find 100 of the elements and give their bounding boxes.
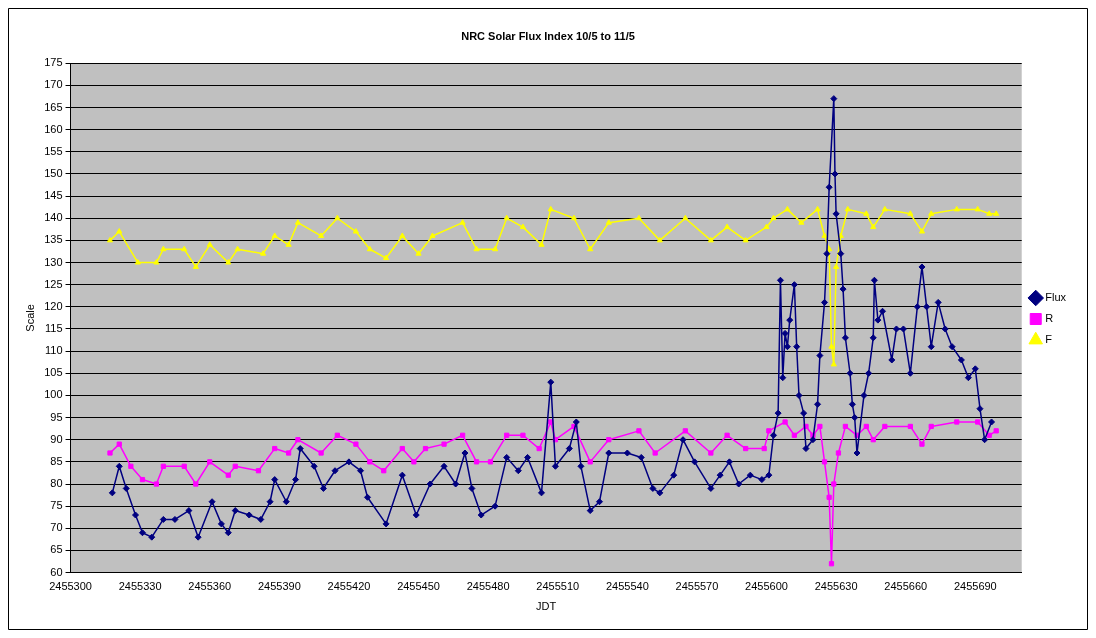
point: [459, 219, 466, 225]
x-tick-label: 2455420: [327, 580, 371, 593]
y-tick-label: 85: [50, 454, 63, 467]
point: [538, 241, 545, 247]
point: [473, 245, 480, 252]
point: [814, 205, 821, 212]
y-tick-label: 120: [44, 299, 63, 312]
point: [116, 228, 123, 234]
y-tick-label: 130: [44, 255, 63, 268]
point: [907, 210, 914, 216]
point: [928, 210, 935, 216]
point: [234, 245, 241, 252]
point: [656, 236, 663, 243]
y-tick-label: 145: [44, 189, 63, 202]
point: [821, 232, 828, 238]
x-tick-label: 2455480: [466, 580, 510, 593]
point: [918, 228, 926, 234]
legend-label: Flux: [1045, 291, 1067, 304]
chart-title: NRC Solar Flux Index 10/5 to 11/5: [461, 29, 635, 42]
point: [974, 205, 981, 212]
point: [707, 236, 714, 243]
point: [881, 205, 888, 212]
point: [160, 245, 167, 252]
point: [682, 214, 689, 221]
x-tick-label: 2455540: [605, 580, 649, 593]
point: [429, 232, 436, 238]
point: [415, 250, 422, 256]
point: [844, 205, 851, 212]
y-tick-label: 155: [44, 144, 63, 157]
y-tick-label: 125: [44, 277, 63, 290]
point: [294, 219, 301, 225]
y-tick-label: 165: [44, 100, 63, 113]
x-tick-label: 2455360: [188, 580, 232, 593]
point: [993, 210, 1000, 216]
point: [519, 223, 527, 230]
legend-label: F: [1045, 333, 1053, 346]
y-tick-label: 65: [50, 543, 63, 556]
point: [870, 223, 877, 230]
point: [863, 210, 870, 216]
point: [784, 205, 791, 212]
point: [260, 250, 267, 256]
y-tick-label: 175: [44, 56, 63, 69]
point: [352, 228, 359, 234]
x-tick-label: 2455450: [397, 580, 440, 593]
y-tick-label: 100: [44, 388, 63, 401]
y-tick-label: 140: [44, 211, 63, 224]
point: [770, 214, 777, 221]
y-tick-label: 70: [50, 521, 63, 534]
x-tick-label: 2455570: [675, 580, 719, 593]
point: [271, 232, 278, 238]
y-axis-title: Scale: [23, 304, 36, 332]
x-tick-label: 2455510: [536, 580, 580, 593]
point: [399, 232, 406, 238]
x-tick-label: 2455690: [953, 580, 997, 593]
y-tick-label: 95: [50, 410, 63, 423]
y-tick-label: 150: [44, 166, 63, 179]
point: [587, 245, 594, 252]
y-tick-label: 80: [50, 477, 63, 490]
point: [798, 219, 805, 225]
x-tick-label: 2455660: [884, 580, 928, 593]
x-tick-label: 2455630: [814, 580, 858, 593]
point: [206, 241, 213, 247]
point: [106, 236, 114, 243]
point: [181, 245, 188, 252]
y-tick-label: 160: [44, 122, 63, 135]
y-tick-label: 90: [50, 432, 63, 445]
point: [833, 263, 840, 269]
y-tick-label: 135: [44, 233, 63, 246]
y-tick-label: 105: [44, 366, 63, 379]
y-tick-label: 60: [50, 565, 63, 578]
point: [742, 236, 749, 243]
y-tick-label: 115: [45, 322, 63, 335]
point: [366, 245, 373, 252]
x-tick-label: 2455300: [49, 580, 92, 593]
point: [134, 259, 141, 265]
point: [503, 214, 510, 221]
point: [547, 205, 554, 212]
point: [830, 360, 837, 367]
point: [605, 219, 612, 225]
y-tick-label: 170: [44, 78, 63, 91]
y-tick-label: 110: [45, 344, 63, 357]
y-tick-label: 75: [50, 499, 63, 512]
point: [492, 245, 499, 252]
x-tick-label: 2455390: [257, 580, 301, 593]
x-tick-label: 2455600: [745, 580, 788, 593]
point: [828, 343, 835, 349]
legend-label: R: [1045, 312, 1054, 325]
point: [318, 232, 325, 238]
point: [382, 254, 390, 261]
x-tick-label: 2455330: [118, 580, 162, 593]
point: [153, 259, 160, 265]
point: [225, 259, 232, 265]
x-axis-title: JDT: [536, 600, 557, 613]
point: [986, 210, 993, 216]
point: [334, 214, 341, 221]
point: [570, 214, 578, 221]
point: [635, 214, 643, 221]
point: [763, 223, 770, 230]
point: [953, 205, 960, 212]
point: [192, 263, 199, 269]
